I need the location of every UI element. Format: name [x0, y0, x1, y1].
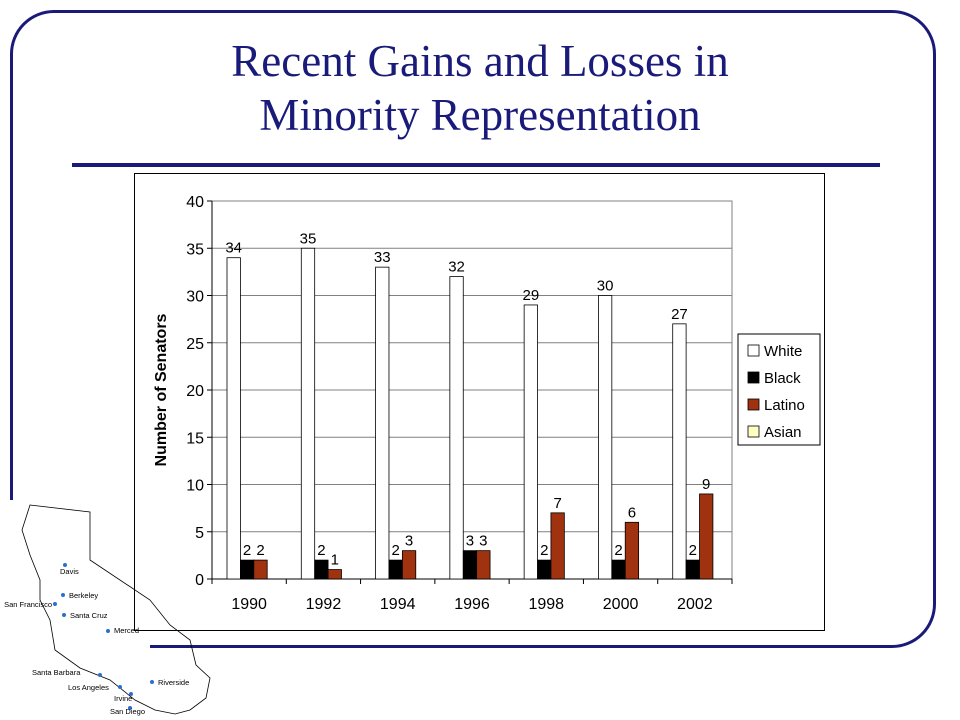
bar-latino	[253, 559, 268, 580]
data-label-latino: 7	[553, 495, 561, 512]
bar-white	[226, 257, 241, 580]
bar-latino	[327, 569, 342, 580]
data-label-black: 2	[614, 542, 622, 559]
california-outline	[21, 504, 211, 715]
y-axis-label: Number of Senators	[153, 313, 170, 466]
bar-white	[300, 247, 316, 580]
chart-canvas: 0 5 10 15 20 25 30 35 40 Number of Senators 1990 34…	[153, 194, 821, 613]
city-marker	[53, 602, 57, 606]
bar-latino	[624, 521, 640, 580]
city-marker	[128, 706, 132, 710]
bar-latino	[401, 550, 417, 580]
bar-black	[685, 559, 700, 580]
bar-white	[598, 295, 613, 580]
slide-frame	[10, 10, 936, 648]
bar-black	[240, 559, 255, 580]
legend-label-asian: Asian	[764, 424, 802, 441]
city-label: Riverside	[158, 678, 189, 687]
city-label: Davis	[60, 567, 79, 576]
title-line-1: Recent Gains and Losses in	[231, 36, 729, 86]
data-label-black: 2	[689, 542, 697, 559]
bar-black	[462, 550, 478, 580]
data-label-black: 2	[243, 542, 251, 559]
y-tick-label: 20	[186, 383, 204, 400]
data-label-latino: 3	[479, 533, 487, 550]
legend-label-white: White	[764, 343, 802, 360]
city-label: Santa Cruz	[70, 611, 108, 620]
y-tick-label: 40	[186, 194, 204, 211]
legend-swatch-black	[747, 371, 760, 384]
y-tick-label: 5	[195, 525, 204, 542]
data-label-white: 34	[225, 240, 242, 257]
city-marker	[98, 673, 102, 677]
data-label-black: 3	[466, 533, 474, 550]
bar-white	[672, 323, 687, 580]
y-tick-label: 35	[186, 241, 204, 258]
city-marker	[62, 613, 66, 617]
bar-black	[314, 559, 329, 580]
city-marker	[118, 685, 122, 689]
bar-chart: 0 5 10 15 20 25 30 35 40 Number of Senators 1990 34…	[134, 173, 825, 631]
data-label-latino: 2	[256, 542, 264, 559]
bar-latino	[550, 512, 565, 580]
legend-label-black: Black	[764, 370, 801, 387]
city-label: Merced	[114, 626, 139, 635]
title-divider	[72, 163, 880, 167]
data-label-black: 2	[391, 542, 399, 559]
data-label-latino: 9	[702, 476, 710, 493]
x-tick-label: 2000	[603, 596, 639, 613]
data-label-white: 30	[597, 278, 614, 295]
x-tick-label: 1996	[454, 596, 490, 613]
data-label-latino: 3	[405, 533, 413, 550]
bar-white	[523, 304, 538, 580]
city-marker	[63, 563, 67, 567]
legend-swatch-white	[747, 344, 760, 357]
x-tick-label: 1990	[231, 596, 267, 613]
california-map: Davis Berkeley San Francisco Santa Cruz Merc…	[4, 504, 211, 716]
bar-black	[388, 559, 403, 580]
frame-mask	[0, 500, 150, 720]
data-label-white: 35	[300, 230, 317, 247]
city-marker	[129, 692, 133, 696]
bar-latino	[476, 550, 491, 580]
y-tick-label: 10	[186, 478, 204, 495]
bar-black	[537, 559, 552, 580]
city-label: Irvine	[114, 694, 132, 703]
data-label-white: 32	[448, 259, 465, 276]
title-line-2: Minority Representation	[259, 90, 701, 140]
data-label-black: 2	[317, 542, 325, 559]
x-tick-label: 1994	[380, 596, 416, 613]
legend-label-latino: Latino	[764, 397, 805, 414]
city-marker	[61, 593, 65, 597]
y-tick-label: 25	[186, 336, 204, 353]
data-label-black: 2	[540, 542, 548, 559]
city-label: Berkeley	[69, 591, 98, 600]
map-cities: Davis Berkeley San Francisco Santa Cruz Merc…	[4, 563, 189, 716]
x-tick-label: 2002	[677, 596, 713, 613]
x-tick-label: 1992	[306, 596, 342, 613]
city-marker	[150, 680, 154, 684]
y-tick-label: 30	[186, 289, 204, 306]
data-label-white: 27	[671, 306, 688, 323]
data-label-latino: 1	[331, 552, 339, 569]
city-label: San Francisco	[4, 600, 52, 609]
city-marker	[106, 629, 110, 633]
city-label: Los Angeles	[68, 683, 109, 692]
data-label-white: 29	[522, 287, 539, 304]
city-label: Santa Barbara	[32, 668, 81, 677]
legend-swatch-latino	[747, 398, 760, 411]
city-label: San Diego	[110, 707, 145, 716]
x-tick-label: 1998	[528, 596, 564, 613]
bar-latino	[699, 493, 714, 580]
bar-white	[449, 276, 464, 580]
data-label-white: 33	[374, 249, 391, 266]
y-tick-label: 15	[186, 430, 204, 447]
legend-swatch-asian	[747, 425, 760, 438]
bar-black	[611, 559, 626, 580]
slide-title: Recent Gains and Losses in Minority Repr…	[60, 34, 900, 142]
y-tick-label: 0	[195, 572, 204, 589]
data-label-latino: 6	[628, 504, 636, 521]
bar-white	[375, 266, 390, 580]
